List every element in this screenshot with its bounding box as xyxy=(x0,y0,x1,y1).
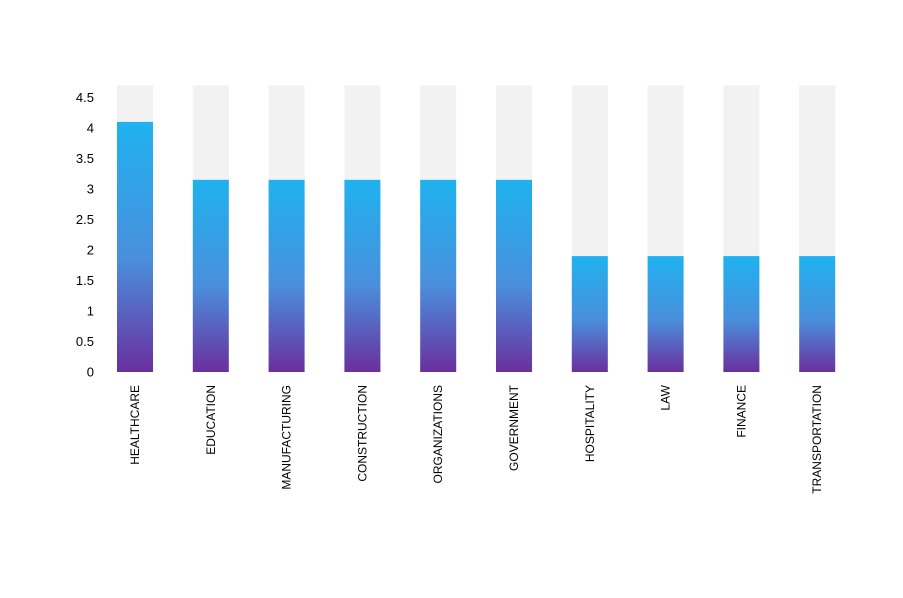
y-tick-label: 4 xyxy=(87,121,94,136)
y-tick-label: 3.5 xyxy=(76,151,94,166)
bar-manufacturing xyxy=(268,179,305,372)
bar-law xyxy=(647,256,684,372)
x-tick-label: MANUFACTURING xyxy=(280,385,294,490)
y-tick-label: 4.5 xyxy=(76,90,94,105)
x-tick-label: GOVERNMENT xyxy=(507,384,521,471)
bar-hospitality xyxy=(571,256,608,372)
y-tick-label: 1 xyxy=(87,304,94,319)
x-axis: HEALTHCARE EDUCATION MANUFACTURING CONSTRUC… xyxy=(128,384,824,493)
x-tick-label: HOSPITALITY xyxy=(583,385,597,462)
x-tick-label: ORGANIZATIONS xyxy=(431,385,445,483)
y-tick-label: 1.5 xyxy=(76,273,94,288)
x-tick-label: EDUCATION xyxy=(204,385,218,455)
y-tick-label: 2.5 xyxy=(76,212,94,227)
bar-healthcare xyxy=(117,121,153,373)
bars xyxy=(117,121,836,373)
y-tick-label: 3 xyxy=(87,182,94,197)
y-tick-label: 0 xyxy=(87,365,94,380)
bar-finance xyxy=(723,256,760,372)
y-tick-label: 2 xyxy=(87,243,94,258)
bar-construction xyxy=(344,179,381,372)
bar-transportation xyxy=(799,256,836,372)
y-tick-label: 0.5 xyxy=(76,334,94,349)
bar-organizations xyxy=(420,179,457,372)
x-tick-label: HEALTHCARE xyxy=(128,385,142,465)
bar-education xyxy=(192,179,229,372)
x-tick-label: LAW xyxy=(659,384,673,410)
x-tick-label: TRANSPORTATION xyxy=(810,385,824,494)
x-tick-label: FINANCE xyxy=(734,385,748,438)
y-axis: 0 0.5 1 1.5 2 2.5 3 3.5 4 4.5 xyxy=(76,90,94,380)
x-tick-label: CONSTRUCTION xyxy=(355,385,369,482)
bar-government xyxy=(496,179,532,372)
